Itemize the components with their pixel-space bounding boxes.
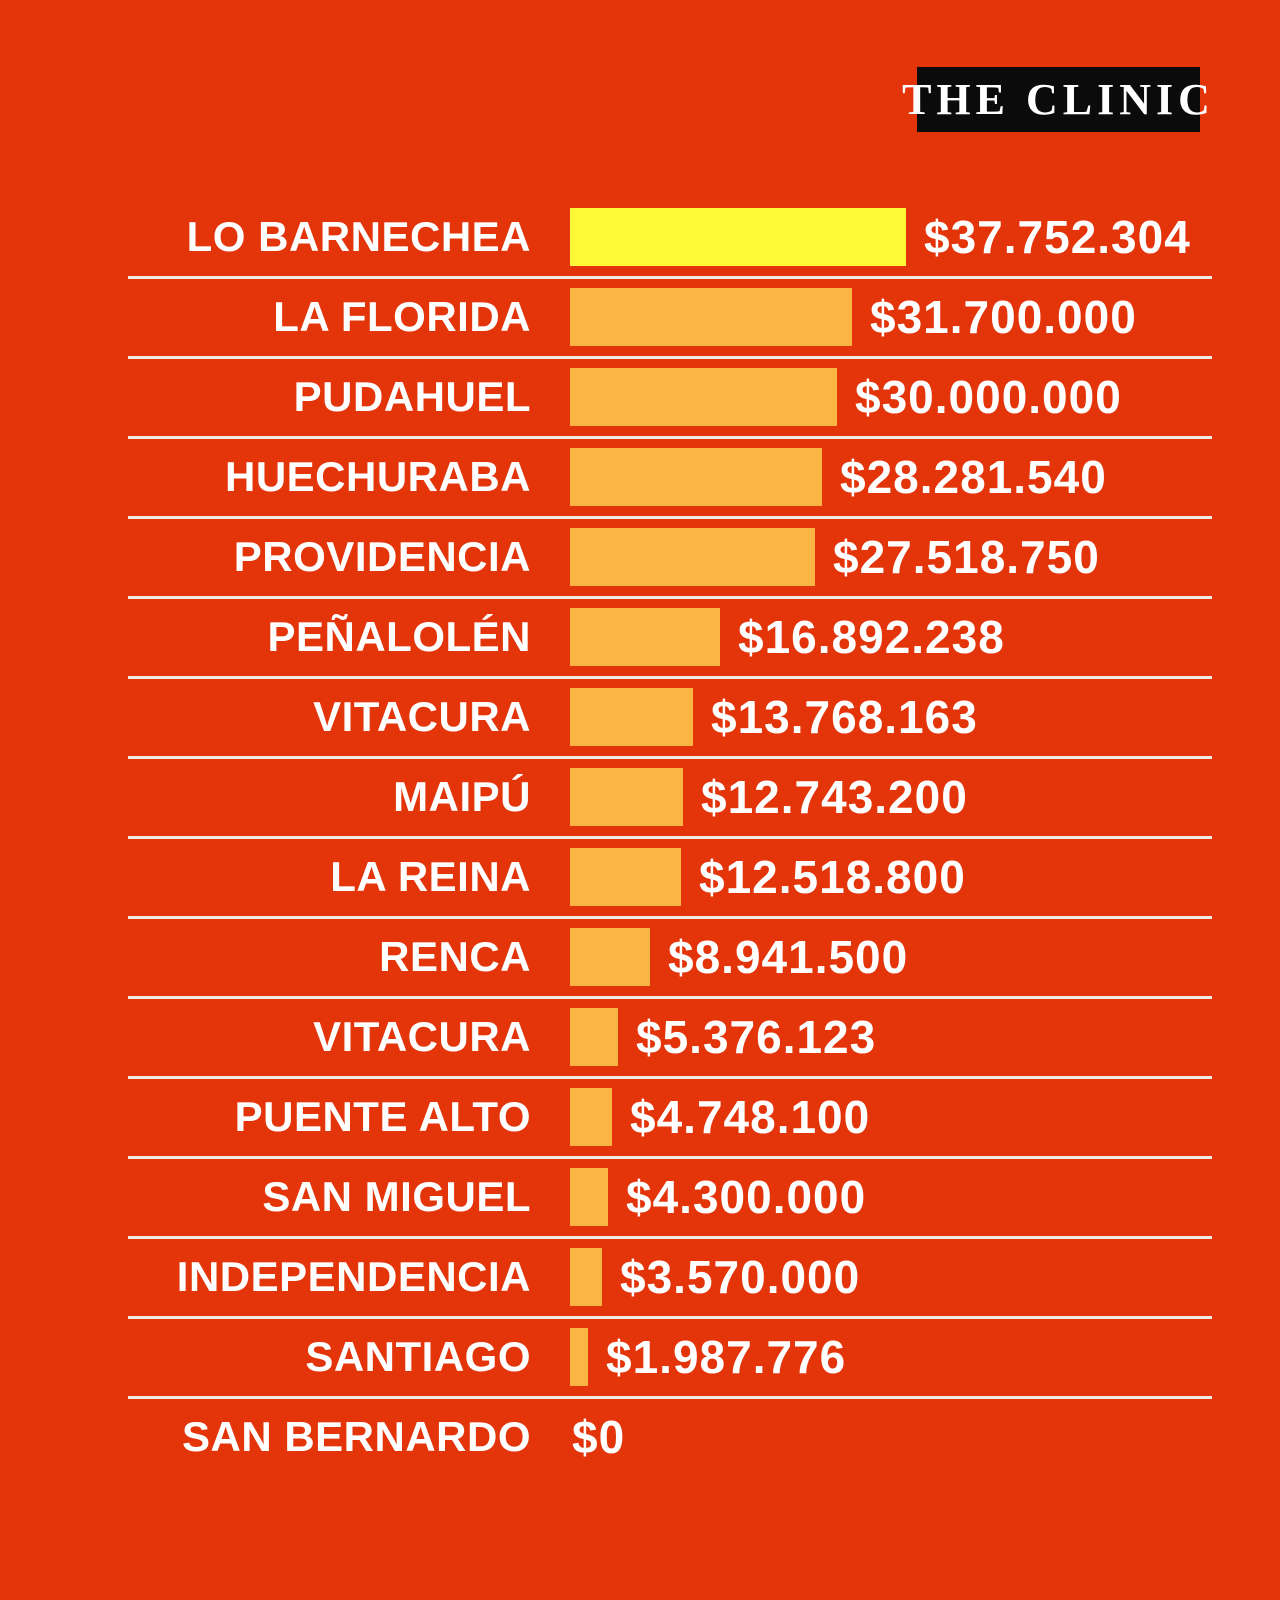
value-label: $0 bbox=[572, 1411, 626, 1463]
chart-row: HUECHURABA $28.281.540 bbox=[0, 437, 1280, 519]
value-label: $4.300.000 bbox=[626, 1171, 867, 1223]
value-label: $16.892.238 bbox=[738, 611, 1005, 663]
value-label: $28.281.540 bbox=[840, 451, 1107, 503]
value-label: $30.000.000 bbox=[855, 371, 1122, 423]
bar bbox=[570, 1328, 588, 1386]
bar bbox=[570, 688, 693, 746]
value-label: $13.768.163 bbox=[711, 691, 978, 743]
value-label: $1.987.776 bbox=[606, 1331, 847, 1383]
category-label: LA FLORIDA bbox=[273, 293, 531, 340]
chart-row: LA FLORIDA $31.700.000 bbox=[0, 277, 1280, 359]
value-label: $27.518.750 bbox=[833, 531, 1100, 583]
value-label: $5.376.123 bbox=[636, 1011, 877, 1063]
bar bbox=[570, 608, 720, 666]
category-label: VITACURA bbox=[313, 693, 531, 740]
category-label: RENCA bbox=[379, 933, 531, 980]
bar bbox=[570, 208, 906, 266]
brand-logo: THE CLINIC bbox=[902, 67, 1210, 132]
value-label: $3.570.000 bbox=[620, 1251, 861, 1303]
bar bbox=[570, 1168, 608, 1226]
chart-row: LA REINA $12.518.800 bbox=[0, 837, 1280, 919]
category-label: LA REINA bbox=[330, 853, 531, 900]
value-label: $12.518.800 bbox=[699, 851, 966, 903]
bar bbox=[570, 448, 822, 506]
category-label: INDEPENDENCIA bbox=[176, 1253, 531, 1300]
bar bbox=[570, 768, 683, 826]
category-label: LO BARNECHEA bbox=[186, 213, 531, 260]
bar bbox=[570, 1008, 618, 1066]
chart-row: SANTIAGO $1.987.776 bbox=[0, 1317, 1280, 1399]
category-label: PUENTE ALTO bbox=[234, 1093, 531, 1140]
chart-row: SAN BERNARDO $0 bbox=[0, 1397, 1280, 1477]
chart-row: LO BARNECHEA $37.752.304 bbox=[0, 197, 1280, 279]
category-label: PROVIDENCIA bbox=[233, 533, 531, 580]
chart-row: SAN MIGUEL $4.300.000 bbox=[0, 1157, 1280, 1239]
chart-row: INDEPENDENCIA $3.570.000 bbox=[0, 1237, 1280, 1319]
category-label: SAN MIGUEL bbox=[262, 1173, 531, 1220]
bar bbox=[570, 848, 681, 906]
bar bbox=[570, 928, 650, 986]
chart-row: VITACURA $5.376.123 bbox=[0, 997, 1280, 1079]
chart-row: VITACURA $13.768.163 bbox=[0, 677, 1280, 759]
category-label: VITACURA bbox=[313, 1013, 531, 1060]
bar bbox=[570, 288, 852, 346]
category-label: PUDAHUEL bbox=[293, 373, 531, 420]
bar bbox=[570, 368, 837, 426]
chart-row: MAIPÚ $12.743.200 bbox=[0, 757, 1280, 839]
category-label: MAIPÚ bbox=[393, 773, 531, 820]
category-label: SANTIAGO bbox=[305, 1333, 531, 1380]
value-label: $37.752.304 bbox=[924, 211, 1191, 263]
chart-row: RENCA $8.941.500 bbox=[0, 917, 1280, 999]
bar bbox=[570, 528, 815, 586]
category-label: PEÑALOLÉN bbox=[267, 613, 531, 660]
value-label: $8.941.500 bbox=[668, 931, 909, 983]
bar bbox=[570, 1248, 602, 1306]
category-label: HUECHURABA bbox=[225, 453, 531, 500]
bar bbox=[570, 1088, 612, 1146]
category-label: SAN BERNARDO bbox=[181, 1413, 531, 1460]
chart-row: PUENTE ALTO $4.748.100 bbox=[0, 1077, 1280, 1159]
bar-chart: LO BARNECHEA $37.752.304 LA FLORIDA $31.… bbox=[0, 197, 1280, 1477]
brand-logo-text: THE CLINIC bbox=[902, 75, 1215, 124]
value-label: $31.700.000 bbox=[870, 291, 1137, 343]
value-label: $4.748.100 bbox=[630, 1091, 871, 1143]
chart-row: PUDAHUEL $30.000.000 bbox=[0, 357, 1280, 439]
value-label: $12.743.200 bbox=[701, 771, 968, 823]
chart-row: PROVIDENCIA $27.518.750 bbox=[0, 517, 1280, 599]
chart-row: PEÑALOLÉN $16.892.238 bbox=[0, 597, 1280, 679]
